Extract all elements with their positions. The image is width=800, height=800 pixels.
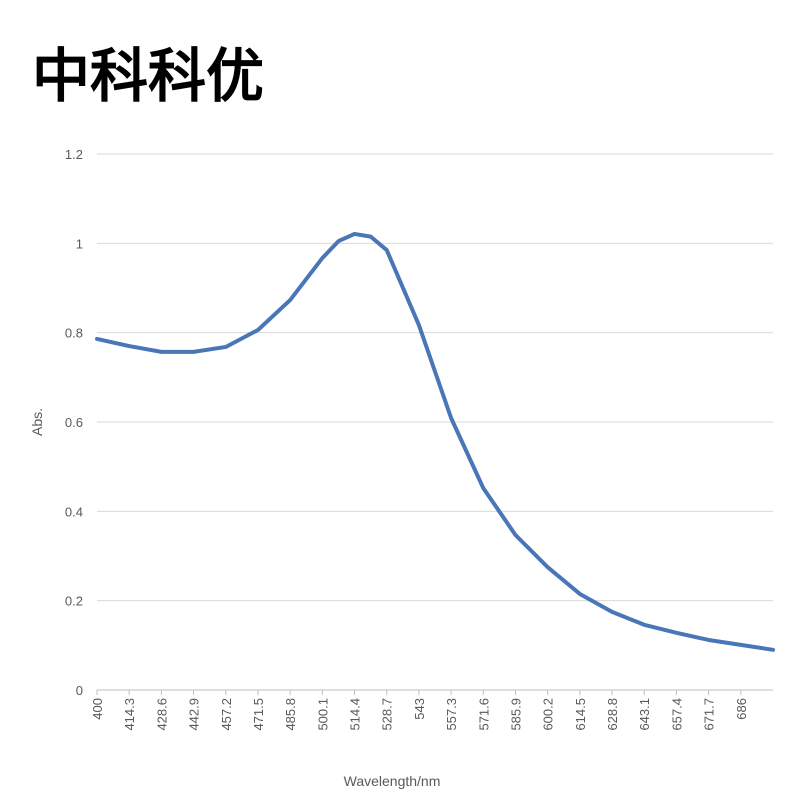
y-axis-title: Abs. bbox=[29, 408, 45, 436]
x-tick-label: 614.5 bbox=[573, 698, 588, 731]
x-tick-label: 442.9 bbox=[187, 698, 202, 731]
x-tick-label: 557.3 bbox=[444, 698, 459, 731]
x-tick-label: 671.7 bbox=[702, 698, 717, 731]
x-tick-label: 628.8 bbox=[605, 698, 620, 731]
x-tick-label: 657.4 bbox=[669, 698, 684, 731]
x-tick-label: 643.1 bbox=[637, 698, 652, 731]
chart-title: 中科科优 bbox=[32, 42, 264, 110]
y-tick-label: 0.4 bbox=[65, 504, 83, 519]
x-tick-label: 600.2 bbox=[541, 698, 556, 731]
x-tick-label: 543 bbox=[412, 698, 427, 720]
y-tick-label: 0 bbox=[76, 683, 83, 698]
x-tick-label: 471.5 bbox=[251, 698, 266, 731]
x-tick-label: 571.6 bbox=[476, 698, 491, 731]
x-tick-label: 585.9 bbox=[508, 698, 523, 731]
x-tick-label: 428.6 bbox=[154, 698, 169, 731]
x-axis-title: Wavelength/nm bbox=[344, 773, 441, 789]
x-tick-label: 500.1 bbox=[315, 698, 330, 731]
y-tick-label: 0.6 bbox=[65, 415, 83, 430]
x-tick-label: 457.2 bbox=[219, 698, 234, 731]
y-tick-label: 1.2 bbox=[65, 147, 83, 162]
x-tick-label: 485.8 bbox=[283, 698, 298, 731]
x-tick-label: 686 bbox=[734, 698, 749, 720]
x-tick-label: 514.4 bbox=[348, 698, 363, 731]
x-tick-label: 400 bbox=[90, 698, 105, 720]
y-tick-label: 1 bbox=[76, 236, 83, 251]
x-tick-label: 528.7 bbox=[380, 698, 395, 731]
y-tick-label: 0.8 bbox=[65, 326, 83, 341]
data-line bbox=[95, 231, 775, 652]
y-tick-label: 0.2 bbox=[65, 594, 83, 609]
x-tick-label: 414.3 bbox=[122, 698, 137, 731]
